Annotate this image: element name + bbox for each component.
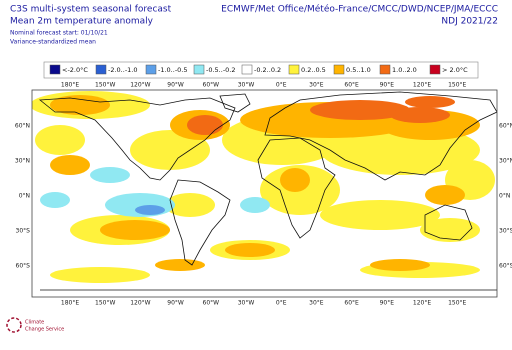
legend-label: 0.2..0.5 (301, 66, 326, 74)
lon-label: 120°W (130, 300, 150, 307)
anomaly-area (165, 193, 215, 217)
lat-label: 30°N (15, 158, 30, 165)
legend-swatch (95, 64, 107, 75)
anomaly-area (310, 100, 410, 120)
lon-label: 0°E (276, 300, 287, 307)
lon-label: 90°W (167, 300, 184, 307)
lat-label: 60°N (15, 123, 30, 130)
anomaly-area (50, 155, 90, 175)
lat-label: 60°S (499, 263, 512, 270)
legend-label: -2.0..-1.0 (108, 66, 138, 74)
lon-label: 60°W (203, 82, 220, 89)
map-frame (31, 89, 498, 298)
lat-label: 30°N (499, 158, 512, 165)
legend-label: 1.0..2.0 (392, 66, 417, 74)
axis-labels: 180°E 180°E 150°W 150°W 120°W 120°W 90°W 90°W 60… (15, 82, 512, 307)
anomaly-area (90, 167, 130, 183)
anomaly-area (425, 185, 465, 205)
lon-label: 120°E (413, 300, 431, 307)
lon-label: 30°W (238, 82, 255, 89)
logo-mark (6, 317, 22, 333)
anomaly-area (240, 197, 270, 213)
lon-label: 90°E (380, 300, 395, 307)
anomaly-area (50, 95, 110, 115)
anomaly-area (390, 107, 450, 123)
lon-label: 120°E (413, 82, 431, 89)
greenland (219, 93, 251, 113)
legend-label: -1.0..-0.5 (158, 66, 188, 74)
anomaly-area (155, 259, 205, 271)
lon-label: 30°W (238, 300, 255, 307)
anomaly-area (280, 168, 310, 192)
logo-text: Climate (25, 320, 44, 326)
lon-label: 150°E (448, 82, 466, 89)
lat-label: 0°N (499, 193, 510, 200)
lon-label: 60°E (344, 300, 359, 307)
coastlines (38, 91, 497, 291)
legend-swatch (145, 64, 157, 75)
lon-label: 90°E (380, 82, 395, 89)
north-america (38, 97, 236, 181)
period: NDJ 2021/22 (441, 17, 498, 27)
lon-label: 90°W (167, 82, 184, 89)
lon-label: 30°E (309, 82, 324, 89)
australia (424, 204, 473, 241)
note: Nominal forecast start: 01/10/21 (10, 30, 108, 37)
lon-label: 0°E (276, 82, 287, 89)
legend-swatch (333, 64, 345, 75)
anomaly-area (50, 267, 150, 283)
anomaly-area (135, 205, 165, 215)
anomaly-area (420, 218, 480, 242)
lon-label: 60°W (203, 300, 220, 307)
anomaly-area (187, 115, 223, 135)
lon-label: 150°E (448, 300, 466, 307)
lat-label: 60°N (499, 123, 512, 130)
lon-label: 150°W (95, 300, 115, 307)
lon-label: 180°E (61, 82, 79, 89)
africa (257, 137, 336, 239)
legend-label: > 2.0°C (442, 66, 468, 74)
anomaly-area (35, 125, 85, 155)
anomaly-field (32, 91, 495, 283)
lon-label: 180°E (61, 300, 79, 307)
centres: ECMWF/Met Office/Météo-France/CMCC/DWD/N… (221, 4, 498, 15)
anomaly-area (225, 243, 275, 257)
note: Variance-standardized mean (10, 39, 96, 46)
legend-swatch (49, 64, 61, 75)
legend-swatch (241, 64, 253, 75)
lon-label: 30°E (309, 300, 324, 307)
eurasia (264, 91, 497, 181)
legend: <-2.0°C -2.0..-1.0 -1.0..-0.5 -0.5..-0.2 -0.… (49, 64, 468, 75)
subtitle: Mean 2m temperature anomaly (10, 17, 154, 27)
legend-swatch (429, 64, 441, 75)
lon-label: 120°W (130, 82, 150, 89)
legend-label: -0.5..-0.2 (206, 66, 236, 74)
lat-label: 60°S (16, 263, 31, 270)
anomaly-area (40, 192, 70, 208)
legend-label: 0.5..1.0 (346, 66, 371, 74)
lon-label: 60°E (344, 82, 359, 89)
logo-text: Change Service (25, 327, 64, 333)
lat-label: 0°N (19, 193, 30, 200)
lon-label: 150°W (95, 82, 115, 89)
anomaly-area (370, 259, 430, 271)
legend-swatch (288, 64, 300, 75)
legend-swatch (193, 64, 205, 75)
anomaly-area (100, 220, 170, 240)
legend-label: -0.2..0.2 (254, 66, 281, 74)
south-america (169, 179, 231, 266)
legend-label: <-2.0°C (62, 66, 88, 74)
lat-label: 30°S (16, 228, 31, 235)
anomaly-area (130, 130, 210, 170)
lat-label: 30°S (499, 228, 512, 235)
title: C3S multi-system seasonal forecast (10, 5, 172, 15)
legend-swatch (379, 64, 391, 75)
anomaly-area (320, 200, 440, 230)
anomaly-area (405, 96, 455, 108)
